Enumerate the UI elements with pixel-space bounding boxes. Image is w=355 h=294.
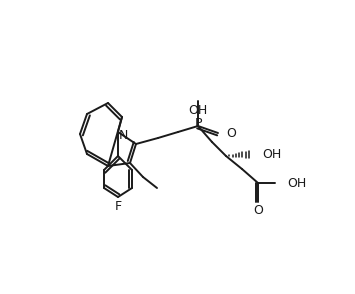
Text: O: O	[226, 126, 236, 139]
Text: OH: OH	[287, 176, 306, 190]
Text: O: O	[253, 205, 263, 218]
Text: OH: OH	[262, 148, 281, 161]
Text: N: N	[118, 128, 128, 141]
Text: P: P	[194, 116, 202, 129]
Text: OH: OH	[189, 103, 208, 116]
Text: F: F	[114, 200, 121, 213]
